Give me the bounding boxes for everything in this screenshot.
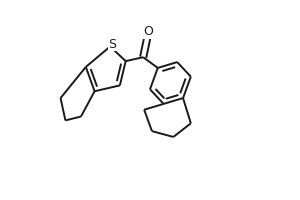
Text: O: O (143, 25, 153, 38)
Text: S: S (109, 38, 116, 51)
